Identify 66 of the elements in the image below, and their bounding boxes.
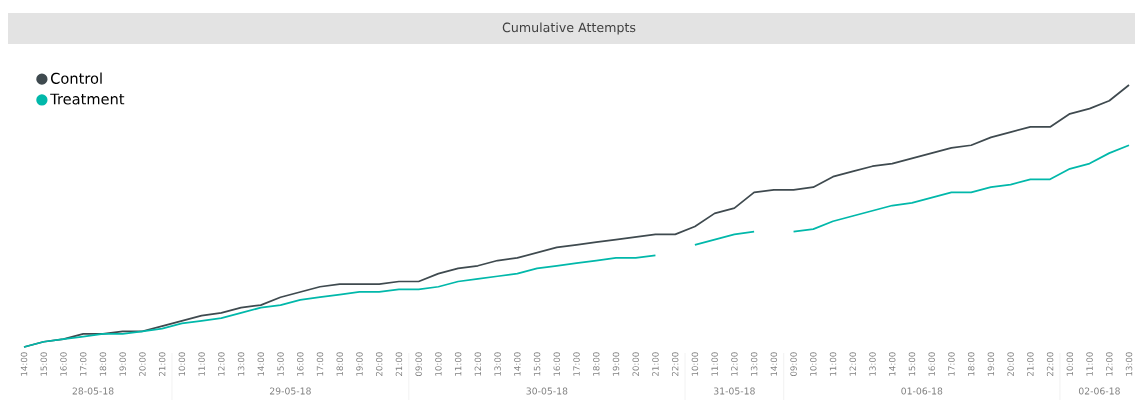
- x-tick-label: 22:00: [1046, 352, 1054, 376]
- x-tick-label: 19:00: [119, 352, 126, 376]
- x-tick-label: 19:00: [987, 352, 995, 376]
- x-tick-label: 20:00: [632, 352, 639, 376]
- x-tick-label: 18:00: [592, 352, 600, 376]
- text: 29-05-18: [269, 387, 311, 395]
- x-tick-label: 11:00: [198, 352, 205, 376]
- x-tick-label: 13:00: [237, 352, 245, 376]
- x-tick-label: 21:00: [1027, 352, 1034, 376]
- x-tick-label: 11:00: [829, 352, 837, 376]
- x-tick-label: 17:00: [948, 352, 955, 376]
- x-tick-label: 10:00: [435, 352, 442, 376]
- x-tick-label: 13:00: [750, 352, 758, 376]
- x-tick-label: 20:00: [375, 352, 383, 376]
- chart-title: Cumulative Attempts: [502, 22, 636, 35]
- x-tick-label: 10:00: [178, 352, 186, 376]
- x-tick-label: 16:00: [297, 352, 304, 376]
- x-tick-label: 13:00: [869, 352, 876, 376]
- x-tick-label: 09:00: [415, 352, 422, 377]
- text: 28-05-18: [72, 387, 114, 395]
- x-tick-label: 20:00: [1007, 352, 1014, 376]
- x-tick-label: 14:00: [514, 352, 521, 376]
- x-tick-label: 14:00: [20, 352, 28, 376]
- x-tick-label: 22:00: [671, 352, 679, 376]
- x-tick-label: 13:00: [494, 352, 501, 376]
- legend-label: Control: [51, 72, 102, 84]
- x-tick-label: 12:00: [1106, 352, 1113, 376]
- x-tick-label: 16:00: [928, 352, 935, 376]
- x-tick-label: 20:00: [139, 352, 146, 376]
- x-tick-label: 21:00: [395, 352, 403, 376]
- text: 02-06-18: [1078, 387, 1120, 395]
- text: 30-05-18: [526, 387, 568, 395]
- x-tick-label: 12:00: [731, 352, 738, 376]
- x-tick-label: 14:00: [257, 352, 265, 376]
- x-tick-label: 15:00: [277, 352, 284, 376]
- x-tick-label: 18:00: [99, 352, 107, 376]
- x-tick-label: 11:00: [711, 352, 718, 376]
- legend-label: Treatment: [50, 93, 125, 105]
- x-tick-label: 17:00: [79, 352, 87, 376]
- x-tick-label: 15:00: [40, 352, 47, 376]
- x-tick-label: 19:00: [612, 352, 620, 376]
- x-tick-label: 12:00: [218, 352, 225, 376]
- x-tick-label: 21:00: [158, 352, 166, 376]
- x-tick-label: 15:00: [533, 352, 541, 376]
- x-tick-label: 10:00: [691, 352, 699, 376]
- x-tick-label: 17:00: [316, 352, 324, 376]
- x-tick-label: 18:00: [967, 352, 975, 376]
- x-tick-label: 11:00: [1086, 352, 1093, 376]
- x-tick-label: 21:00: [652, 352, 659, 376]
- x-tick-label: 13:00: [1125, 352, 1133, 376]
- x-tick-label: 15:00: [908, 352, 916, 376]
- x-tick-label: 19:00: [356, 352, 363, 376]
- text: 31-05-18: [713, 387, 755, 395]
- text: 01-06-18: [901, 387, 943, 395]
- x-tick-label: 18:00: [336, 352, 343, 376]
- x-tick-label: 16:00: [60, 352, 67, 376]
- x-tick-label: 14:00: [888, 352, 896, 376]
- x-tick-label: 14:00: [770, 352, 778, 376]
- x-tick-label: 12:00: [849, 352, 857, 376]
- x-tick-label: 12:00: [474, 352, 482, 376]
- x-tick-label: 10:00: [1066, 352, 1074, 376]
- x-tick-label: 11:00: [454, 352, 462, 376]
- x-tick-label: 09:00: [790, 352, 797, 377]
- x-tick-label: 17:00: [573, 352, 580, 376]
- x-tick-label: 16:00: [553, 352, 561, 376]
- x-tick-label: 10:00: [810, 352, 817, 376]
